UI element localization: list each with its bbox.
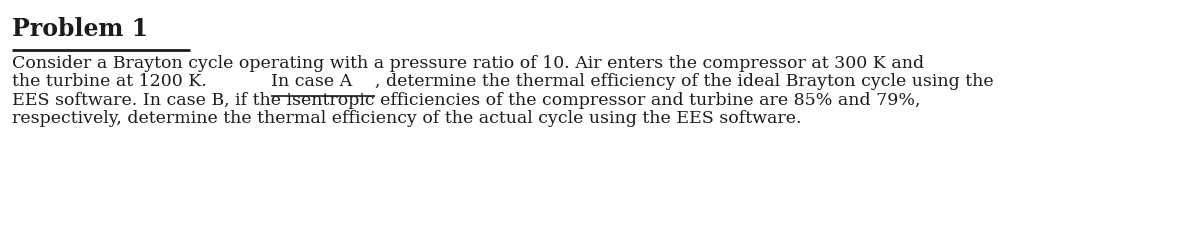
Text: In case A: In case A (271, 73, 351, 90)
Text: respectively, determine the thermal efficiency of the actual cycle using the EES: respectively, determine the thermal effi… (12, 110, 801, 127)
Text: , determine the thermal efficiency of the ideal Brayton cycle using the: , determine the thermal efficiency of th… (375, 73, 994, 90)
Text: EES software. In case B, if the isentropic efficiencies of the compressor and tu: EES software. In case B, if the isentrop… (12, 92, 920, 109)
Text: Problem 1: Problem 1 (12, 17, 148, 41)
Text: the turbine at 1200 K.: the turbine at 1200 K. (12, 73, 212, 90)
Text: Consider a Brayton cycle operating with a pressure ratio of 10. Air enters the c: Consider a Brayton cycle operating with … (12, 55, 925, 72)
